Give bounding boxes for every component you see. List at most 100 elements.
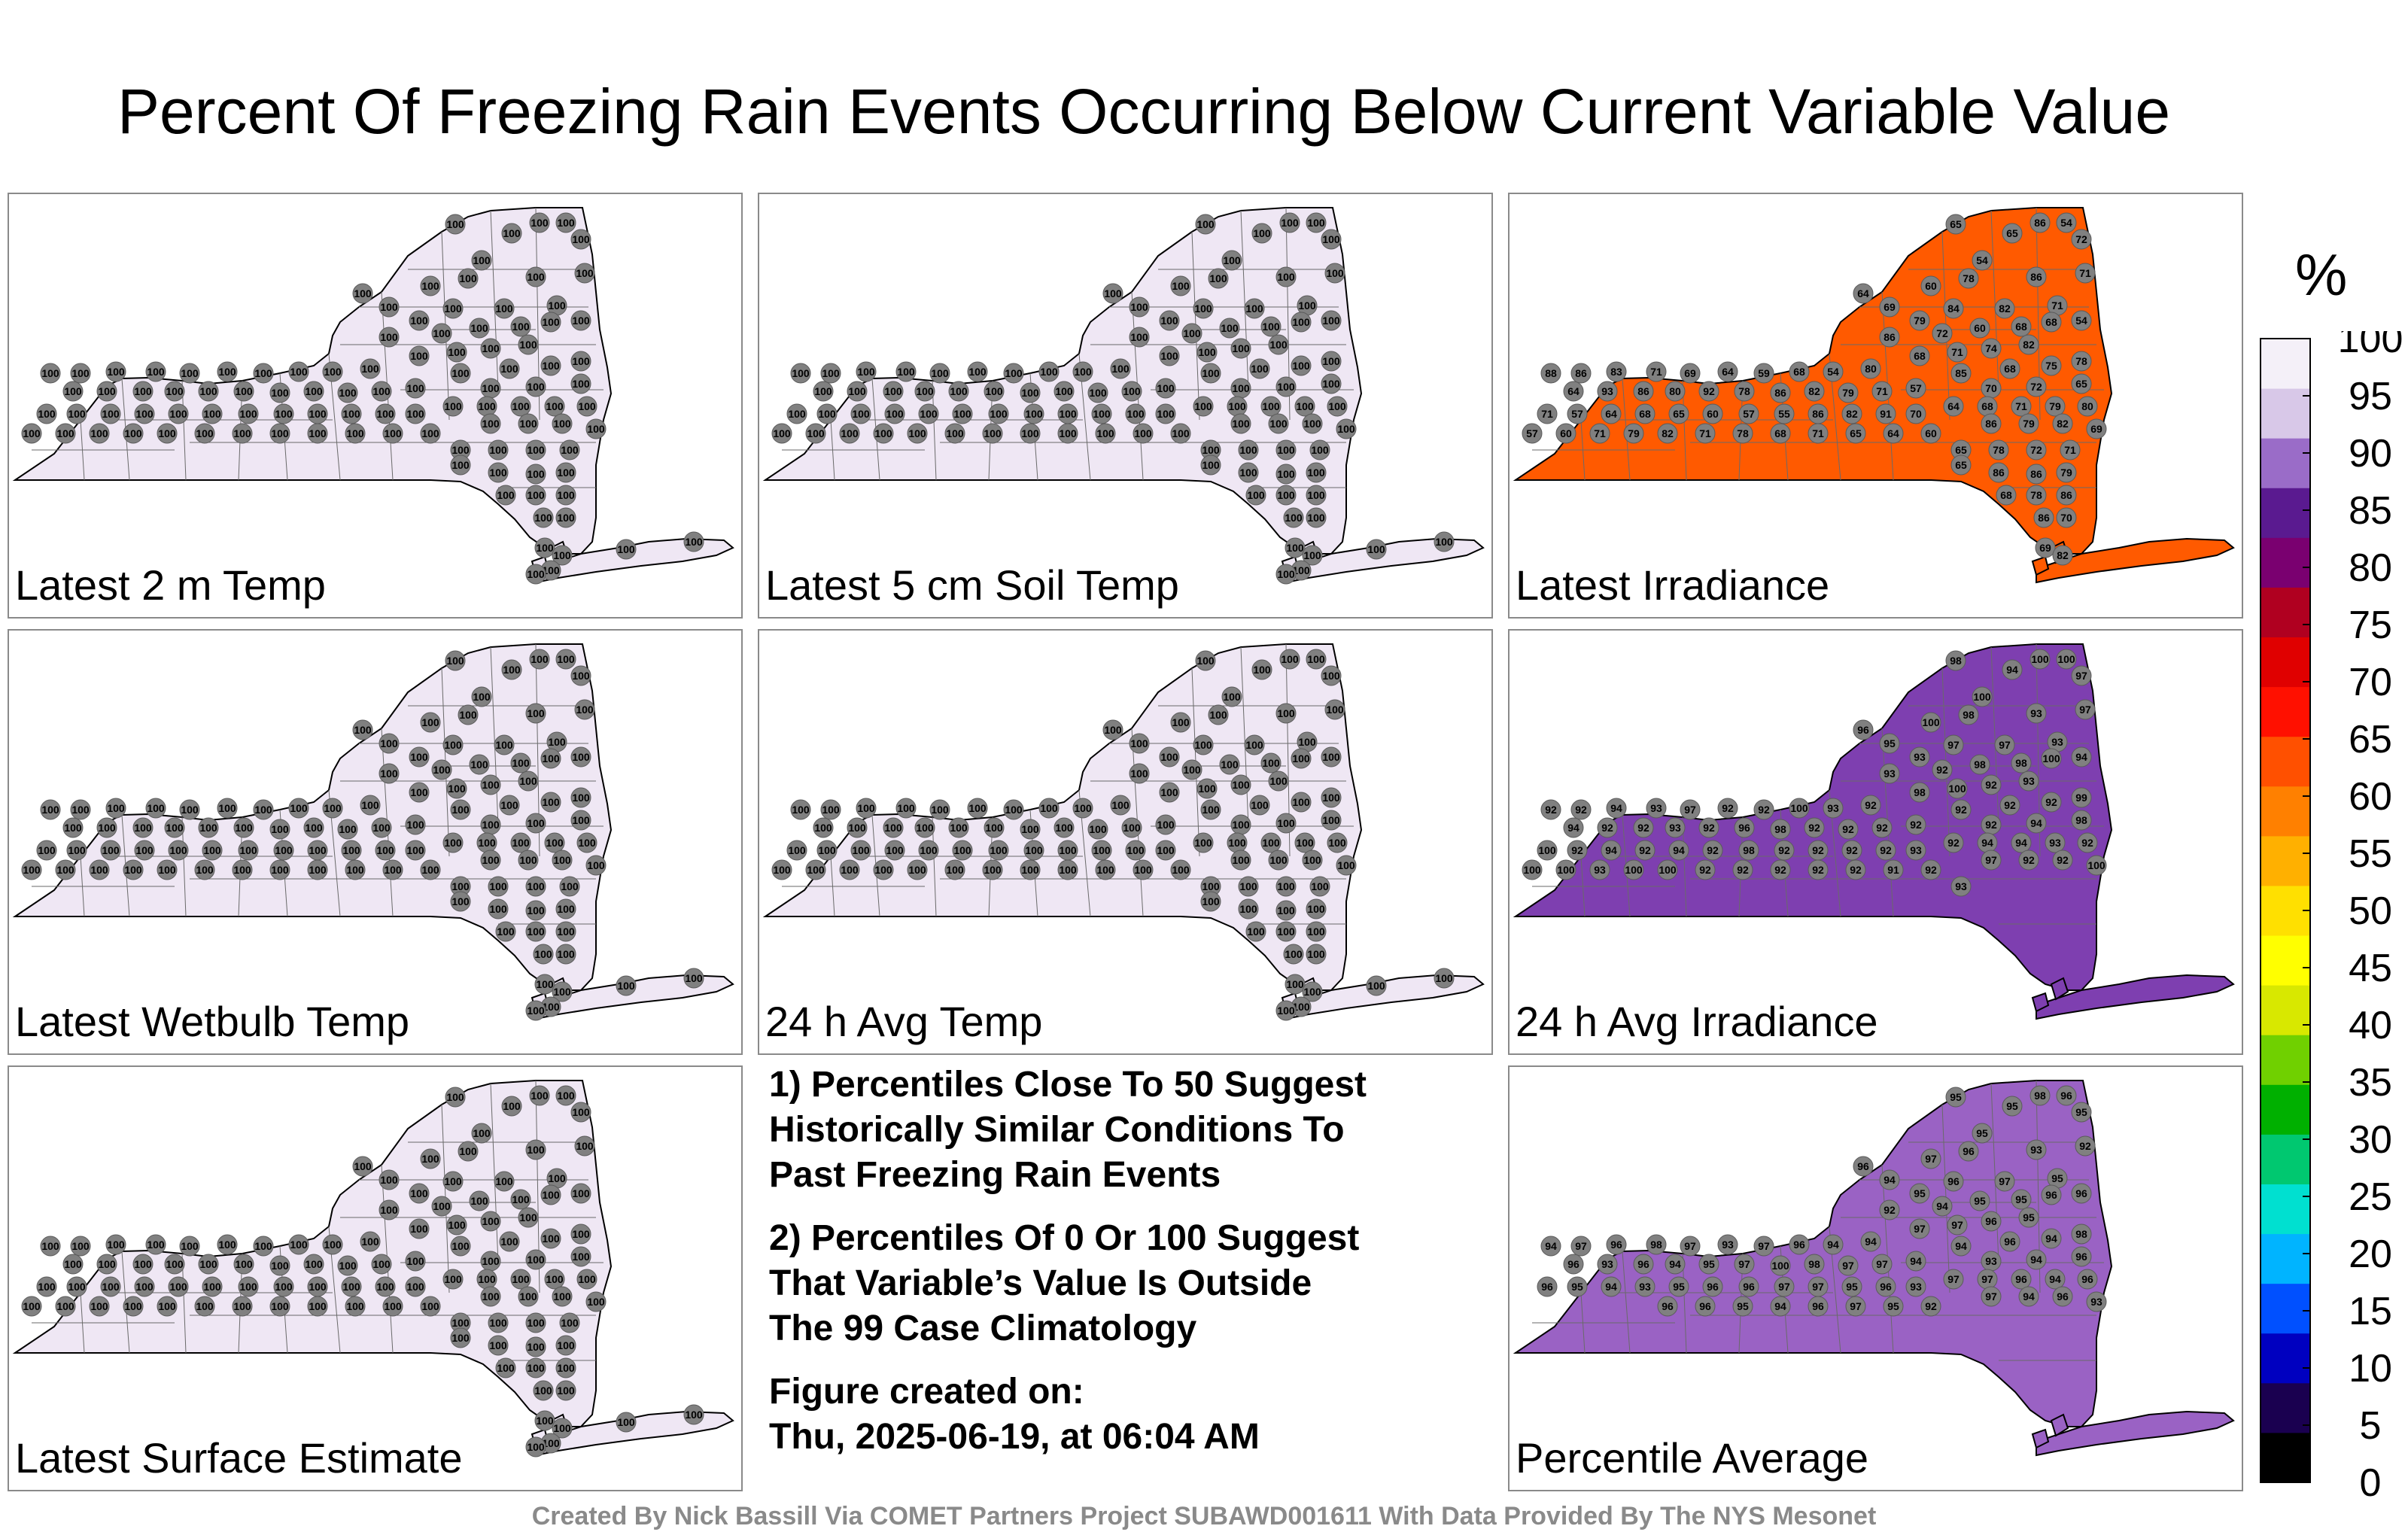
station-marker: 80 (1860, 358, 1881, 379)
station-marker: 97 (1753, 1236, 1774, 1257)
station-marker: 100 (238, 403, 259, 424)
station-marker: 100 (40, 799, 61, 820)
station-marker: 100 (1054, 817, 1075, 838)
station-value: 100 (1059, 844, 1077, 856)
station-marker: 100 (105, 361, 126, 382)
station-value: 86 (2030, 468, 2042, 480)
station-marker: 100 (1238, 439, 1259, 460)
station-marker: 71 (1808, 423, 1829, 444)
station-marker: 97 (1808, 1276, 1829, 1297)
station-value: 100 (346, 864, 364, 876)
station-value: 100 (572, 315, 590, 327)
station-value: 100 (482, 342, 500, 354)
station-marker: 78 (1732, 423, 1753, 444)
station-marker: 100 (1200, 891, 1221, 912)
station-marker: 68 (2041, 312, 2062, 333)
station-marker: 100 (202, 403, 223, 424)
station-marker: 100 (1275, 485, 1297, 506)
station-marker: 100 (518, 850, 539, 871)
station-value: 98 (2034, 1090, 2046, 1102)
station-value: 100 (1059, 408, 1077, 420)
station-marker: 100 (307, 1276, 328, 1297)
station-marker: 100 (1102, 719, 1123, 740)
station-value: 57 (1743, 408, 1755, 420)
station-value: 100 (196, 427, 214, 439)
station-marker: 100 (303, 381, 324, 402)
station-value: 100 (444, 837, 462, 849)
station-marker: 100 (1159, 782, 1180, 803)
station-marker: 100 (420, 423, 441, 444)
station-marker: 100 (345, 859, 366, 880)
station-marker: 100 (510, 1189, 531, 1210)
station-marker: 100 (555, 898, 576, 919)
station-value: 100 (1292, 1001, 1310, 1013)
station-marker: 100 (884, 403, 905, 424)
station-value: 100 (1557, 864, 1575, 876)
station-marker: 100 (450, 876, 471, 897)
station-value: 94 (1774, 1300, 1786, 1312)
station-value: 100 (342, 408, 360, 420)
station-marker: 100 (1306, 485, 1327, 506)
station-marker: 92 (2018, 850, 2039, 871)
station-marker: 100 (145, 798, 166, 819)
station-marker: 96 (2041, 1184, 2062, 1205)
station-marker: 93 (1905, 1276, 1926, 1297)
station-marker: 97 (1994, 1171, 2015, 1192)
station-marker: 100 (1110, 358, 1131, 379)
station-value: 68 (2045, 316, 2057, 328)
station-marker: 86 (2033, 507, 2054, 528)
station-value: 71 (1876, 385, 1888, 397)
station-value: 86 (1812, 408, 1824, 420)
station-value: 100 (451, 1317, 470, 1329)
station-value: 100 (1322, 315, 1340, 327)
station-value: 97 (1842, 1260, 1854, 1272)
station-marker: 100 (494, 1171, 515, 1192)
station-marker: 96 (1702, 1276, 1723, 1297)
station-marker: 95 (2011, 1189, 2032, 1210)
station-value: 100 (1160, 350, 1178, 362)
station-marker: 100 (873, 423, 894, 444)
station-value: 68 (1639, 408, 1651, 420)
station-value: 100 (254, 804, 272, 816)
station-marker: 100 (269, 1296, 290, 1317)
station-value: 100 (158, 864, 176, 876)
station-marker: 100 (525, 439, 546, 460)
station-value: 100 (1202, 880, 1220, 892)
station-value: 94 (1955, 1240, 1967, 1252)
station-marker: 100 (1125, 403, 1146, 424)
station-value: 85 (1955, 367, 1967, 379)
station-marker: 100 (1129, 733, 1150, 754)
station-marker: 69 (1680, 363, 1701, 384)
station-value: 100 (557, 512, 575, 524)
station-value: 96 (1738, 822, 1750, 834)
station-marker: 82 (1804, 381, 1825, 402)
station-value: 100 (410, 751, 428, 763)
station-value: 68 (2015, 321, 2027, 333)
station-value: 94 (2049, 1273, 2061, 1285)
station-value: 100 (1303, 854, 1321, 866)
station-marker: 100 (132, 1254, 154, 1275)
station-marker: 71 (1947, 342, 1968, 363)
station-value: 100 (380, 331, 398, 343)
station-value: 100 (1247, 489, 1265, 501)
station-value: 100 (1157, 819, 1175, 831)
station-value: 96 (1857, 1160, 1869, 1172)
station-marker: 100 (525, 1357, 546, 1378)
station-value: 70 (2060, 512, 2072, 524)
station-marker: 93 (1909, 746, 1930, 768)
station-marker: 100 (1159, 310, 1180, 331)
station-marker: 60 (1920, 423, 1941, 444)
colorbar-tick-label: 95 (2349, 375, 2392, 418)
station-value: 96 (2081, 1273, 2093, 1285)
station-marker: 60 (1702, 403, 1723, 424)
station-marker: 100 (1291, 355, 1312, 376)
station-marker: 100 (873, 859, 894, 880)
station-value: 92 (1880, 844, 1892, 856)
station-value: 96 (2075, 1187, 2087, 1199)
station-marker: 94 (2041, 1228, 2062, 1249)
station-marker: 100 (1155, 814, 1176, 835)
station-value: 100 (290, 802, 308, 814)
station-marker: 100 (100, 1276, 121, 1297)
